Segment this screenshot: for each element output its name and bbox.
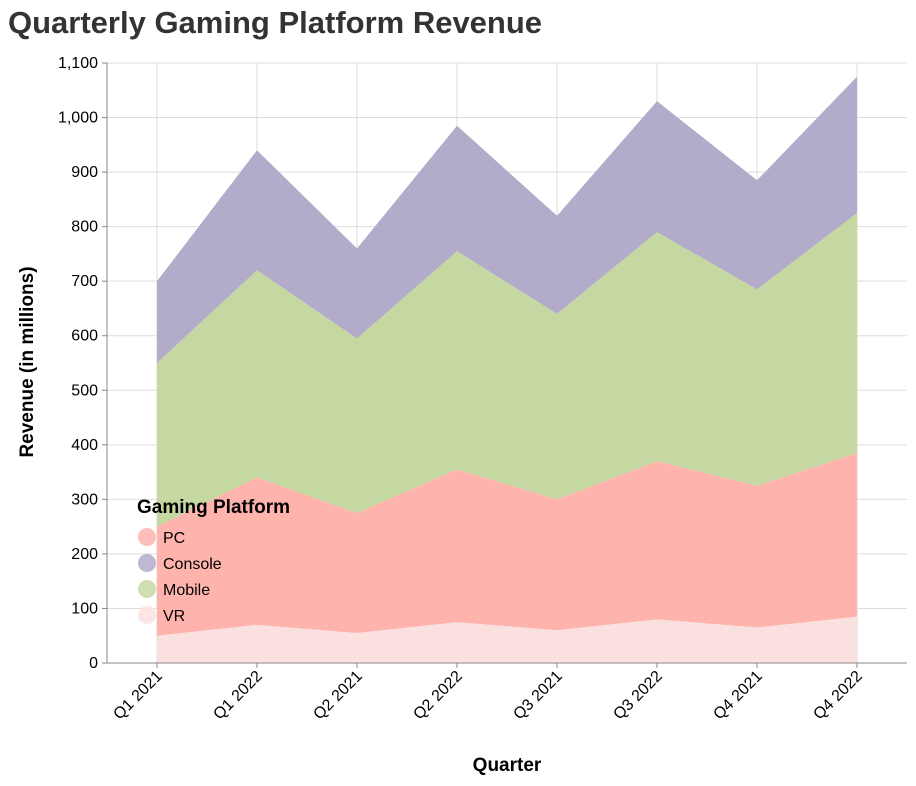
legend-label-mobile: Mobile <box>163 582 210 599</box>
y-tick-label: 300 <box>71 491 98 508</box>
y-tick-label: 600 <box>71 328 98 345</box>
legend-swatch-vr <box>138 606 156 624</box>
y-tick-label: 500 <box>71 382 98 399</box>
y-tick-label: 0 <box>89 655 98 672</box>
x-axis-title: Quarter <box>473 755 542 776</box>
legend-label-pc: PC <box>163 530 185 547</box>
y-axis: 0 100 200 300 400 500 600 700 800 900 1,000 1,100 <box>58 55 107 672</box>
x-tick-label: Q3 2021 <box>510 668 565 723</box>
y-tick-label: 700 <box>71 273 98 290</box>
y-tick-label: 400 <box>71 437 98 454</box>
legend-swatch-console <box>138 554 156 572</box>
chart-title: Quarterly Gaming Platform Revenue <box>8 5 542 40</box>
y-tick-label: 1,100 <box>58 55 98 72</box>
x-tick-label: Q3 2022 <box>610 668 665 723</box>
legend-swatch-mobile <box>138 580 156 598</box>
x-tick-label: Q4 2022 <box>810 668 865 723</box>
y-tick-label: 100 <box>71 600 98 617</box>
legend-label-vr: VR <box>163 608 185 625</box>
legend-swatch-pc <box>138 528 156 546</box>
y-tick-label: 900 <box>71 164 98 181</box>
y-tick-label: 800 <box>71 219 98 236</box>
x-tick-label: Q2 2021 <box>310 668 365 723</box>
areas <box>157 77 857 663</box>
legend-label-console: Console <box>163 556 222 573</box>
x-tick-label: Q1 2022 <box>210 668 265 723</box>
y-axis-title: Revenue (in millions) <box>17 266 38 457</box>
y-tick-label: 200 <box>71 546 98 563</box>
x-tick-label: Q1 2021 <box>110 668 165 723</box>
legend-title: Gaming Platform <box>137 497 290 518</box>
x-tick-label: Q2 2022 <box>410 668 465 723</box>
x-tick-label: Q4 2021 <box>710 668 765 723</box>
x-axis: Q1 2021 Q1 2022 Q2 2021 Q2 2022 Q3 2021 Q3 20… <box>107 663 907 723</box>
y-tick-label: 1,000 <box>58 110 98 127</box>
